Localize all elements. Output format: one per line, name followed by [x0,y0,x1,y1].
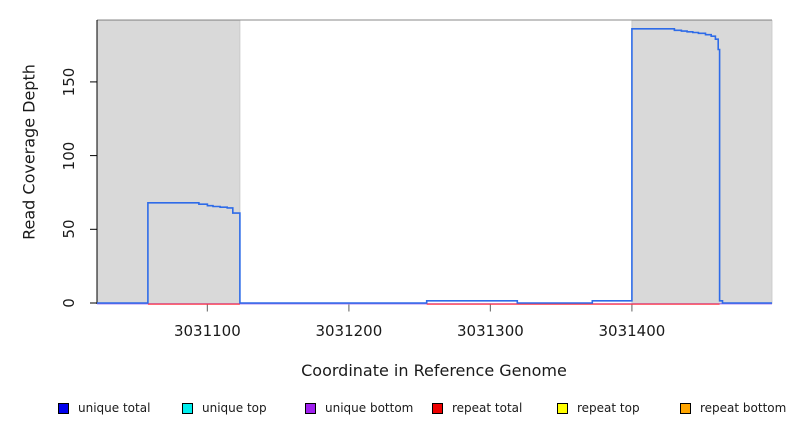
legend-item-unique-top: unique top [182,399,267,417]
legend-swatch-unique-top [182,402,193,414]
x-tick-label: 3031200 [315,322,383,340]
legend-item-unique-total: unique total [58,399,150,417]
legend-label: repeat top [577,401,640,415]
x-tick-label: 3031400 [598,322,666,340]
x-tick-label: 3031300 [456,322,524,340]
legend-swatch-repeat-bottom [680,402,691,414]
legend-item-repeat-total: repeat total [432,399,522,417]
legend-swatch-repeat-top [557,402,568,414]
x-axis-title: Coordinate in Reference Genome [301,361,567,380]
legend-label: repeat bottom [700,401,787,415]
legend-label: unique total [78,401,151,415]
right-gray-region [631,20,773,304]
y-tick-label: 100 [60,141,78,170]
y-tick-label: 0 [60,298,78,308]
legend-label: unique bottom [325,401,414,415]
legend: unique total unique top unique bottom re… [0,399,792,417]
legend-swatch-unique-bottom [305,402,316,414]
legend-swatch-unique-total [58,402,69,414]
y-tick-label: 150 [60,67,78,97]
legend-swatch-repeat-total [432,402,443,414]
y-axis-title: Read Coverage Depth [19,64,39,240]
series-line-unique-total [97,27,772,304]
x-tick-label: 3031100 [173,322,241,340]
legend-item-unique-bottom: unique bottom [305,399,413,417]
y-tick-label: 50 [60,219,78,239]
legend-label: repeat total [452,401,523,415]
left-gray-region [96,20,241,304]
legend-label: unique top [202,401,267,415]
legend-item-repeat-bottom: repeat bottom [680,399,786,417]
legend-item-repeat-top: repeat top [557,399,640,417]
